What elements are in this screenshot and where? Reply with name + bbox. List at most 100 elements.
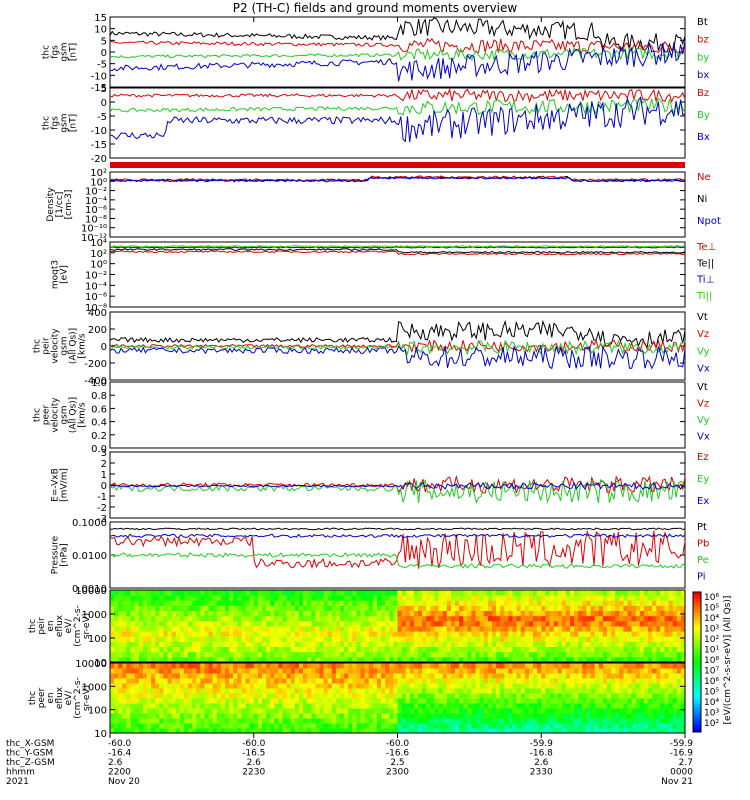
spectrogram-cell bbox=[110, 600, 115, 606]
spectrogram-cell bbox=[467, 678, 472, 684]
spectrogram-cell bbox=[664, 693, 670, 699]
spectrogram-cell bbox=[282, 595, 288, 601]
spectrogram-cell bbox=[409, 605, 415, 611]
spectrogram-cell bbox=[401, 678, 407, 684]
spectrogram-cell bbox=[565, 610, 571, 617]
spectrogram-cell bbox=[327, 678, 333, 684]
spectrogram-cell bbox=[196, 631, 201, 637]
spectrogram-cell bbox=[545, 673, 550, 679]
spectrogram-cell bbox=[130, 615, 136, 622]
spectrogram-cell bbox=[229, 590, 234, 596]
spectrogram-cell bbox=[483, 713, 489, 719]
spectrogram-cell bbox=[483, 605, 489, 611]
spectrogram-cell bbox=[360, 698, 366, 704]
spectrogram-cell bbox=[229, 615, 234, 622]
spectrogram-cell bbox=[459, 626, 464, 632]
spectrogram-cell bbox=[582, 693, 587, 699]
spectrogram-cell bbox=[327, 615, 333, 622]
colorbar-segment bbox=[693, 721, 701, 726]
spectrogram-cell bbox=[528, 678, 534, 684]
spectrogram-cell bbox=[586, 620, 591, 627]
spectrogram-cell bbox=[623, 678, 628, 684]
spectrogram-cell bbox=[446, 698, 452, 704]
spectrogram-cell bbox=[446, 663, 452, 669]
spectrogram-cell bbox=[126, 723, 131, 729]
spectrogram-cell bbox=[163, 718, 168, 724]
spectrogram-cell bbox=[335, 718, 341, 724]
spectrogram-cell bbox=[487, 688, 493, 694]
y-tick-label: 10² bbox=[90, 168, 107, 179]
spectrogram-cell bbox=[319, 641, 325, 647]
spectrogram-cell bbox=[253, 693, 259, 699]
spectrogram-cell bbox=[598, 673, 604, 679]
spectrogram-cell bbox=[327, 656, 333, 663]
spectrogram-cell bbox=[122, 605, 127, 611]
spectrogram-cell bbox=[553, 668, 559, 674]
spectrogram-cell bbox=[594, 590, 600, 596]
spectrogram-cell bbox=[200, 673, 205, 679]
spectrogram-cell bbox=[635, 718, 641, 724]
spectrogram-cell bbox=[171, 641, 177, 647]
spectrogram-cell bbox=[504, 698, 509, 704]
spectrogram-cell bbox=[344, 600, 349, 606]
spectrogram-cell bbox=[545, 631, 550, 637]
spectrogram-cell bbox=[656, 626, 661, 632]
spectrogram-cell bbox=[672, 636, 678, 642]
spectrogram-cell bbox=[241, 728, 246, 734]
spectrogram-cell bbox=[212, 590, 218, 596]
spectrogram-cell bbox=[393, 723, 398, 729]
colorbar-segment bbox=[693, 609, 701, 614]
spectrogram-cell bbox=[377, 610, 382, 617]
spectrogram-cell bbox=[188, 668, 193, 674]
spectrogram-cell bbox=[648, 678, 653, 684]
spectrogram-cell bbox=[372, 708, 378, 714]
y-tick-label: 10⁻⁶ bbox=[85, 205, 107, 216]
series-line bbox=[109, 529, 686, 570]
colorbar-tick: 10⁵ bbox=[704, 604, 719, 614]
spectrogram-cell bbox=[192, 698, 197, 704]
spectrogram-cell bbox=[311, 631, 316, 637]
spectrogram-cell bbox=[467, 723, 472, 729]
spectrogram-cell bbox=[179, 600, 185, 606]
spectrogram-cell bbox=[648, 703, 653, 709]
spectrogram-cell bbox=[520, 610, 526, 617]
spectrogram-cell bbox=[290, 698, 296, 704]
y-axis-label: thc bbox=[33, 408, 43, 422]
spectrogram-cell bbox=[450, 728, 456, 734]
spectrogram-cell bbox=[487, 678, 493, 684]
spectrogram-cell bbox=[356, 713, 361, 719]
spectrogram-cell bbox=[303, 631, 308, 637]
spectrogram-cell bbox=[303, 728, 308, 734]
spectrogram-cell bbox=[504, 590, 509, 596]
spectrogram-cell bbox=[270, 698, 275, 704]
spectrogram-cell bbox=[360, 688, 366, 694]
spectrogram-cell bbox=[335, 683, 341, 689]
spectrogram-cell bbox=[463, 641, 468, 647]
spectrogram-cell bbox=[344, 610, 349, 617]
spectrogram-cell bbox=[262, 605, 267, 611]
spectrogram-cell bbox=[561, 595, 567, 601]
panel-frame bbox=[109, 381, 686, 449]
spectrogram-cell bbox=[483, 693, 489, 699]
spectrogram-cell bbox=[327, 626, 333, 632]
spectrogram-cell bbox=[627, 663, 633, 669]
spectrogram-cell bbox=[533, 703, 538, 709]
spectrogram-cell bbox=[142, 688, 148, 694]
spectrogram-cell bbox=[446, 590, 452, 596]
spectrogram-cell bbox=[344, 708, 349, 714]
spectrogram-cell bbox=[159, 656, 164, 663]
spectrogram-cell bbox=[483, 646, 489, 653]
spectrogram-cell bbox=[360, 631, 366, 637]
spectrogram-cell bbox=[348, 693, 353, 699]
spectrogram-cell bbox=[110, 641, 115, 647]
spectrogram-cell bbox=[615, 631, 620, 637]
spectrogram-cell bbox=[147, 641, 152, 647]
spectrogram-cell bbox=[537, 703, 542, 709]
spectrogram-cell bbox=[286, 693, 292, 699]
spectrogram-cell bbox=[389, 656, 394, 663]
y-axis-label: gsm bbox=[60, 113, 70, 132]
spectrogram-cell bbox=[516, 620, 522, 627]
spectrogram-cell bbox=[565, 718, 571, 724]
spectrogram-cell bbox=[303, 668, 308, 674]
spectrogram-cell bbox=[290, 693, 296, 699]
